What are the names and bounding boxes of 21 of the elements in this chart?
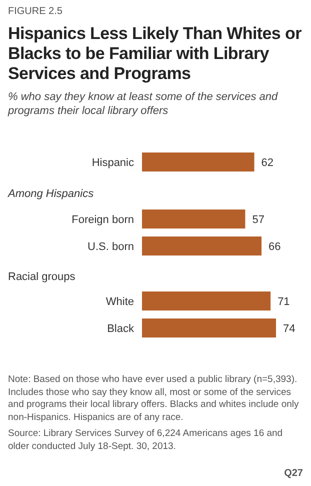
data-label: 62 — [261, 157, 274, 169]
y-tick-label: Hispanic — [92, 157, 134, 169]
bar — [142, 318, 276, 338]
chart-subtitle: % who say they know at least some of the services and programs their local library offers — [8, 90, 279, 118]
text: Racial groups — [8, 271, 76, 283]
text: Among Hispanics — [7, 188, 94, 200]
y-tick-label: Black — [107, 323, 134, 335]
y-tick-label: White — [106, 296, 134, 308]
caption: FIGURE 2.5 — [8, 6, 64, 17]
y-tick-label: U.S. born — [88, 241, 134, 253]
bar — [142, 236, 262, 256]
data-label: 57 — [252, 214, 264, 226]
data-label: 74 — [283, 323, 296, 335]
chart-title: Hispanics Less Likely Than Whites or Blacks to be Familiar with Library Services and Programs — [8, 24, 302, 84]
bar — [142, 152, 254, 172]
text: Q27 — [283, 468, 303, 479]
data-label: 66 — [268, 241, 281, 253]
text: Note: Based on those who have ever used a public library (n=5,393). Includes those who say they know all, most or some of the services and programs their local library offers. Blacks and whites include only non-Hispanics. Hispanics are of any race. — [8, 374, 300, 424]
source-note: Source: Library Services Survey of 6,224 Americans ages 16 and older conducted July 18-Sept. 30, 2013. — [8, 428, 284, 453]
data-label: 71 — [278, 296, 290, 308]
y-tick-label: Foreign born — [72, 214, 134, 226]
